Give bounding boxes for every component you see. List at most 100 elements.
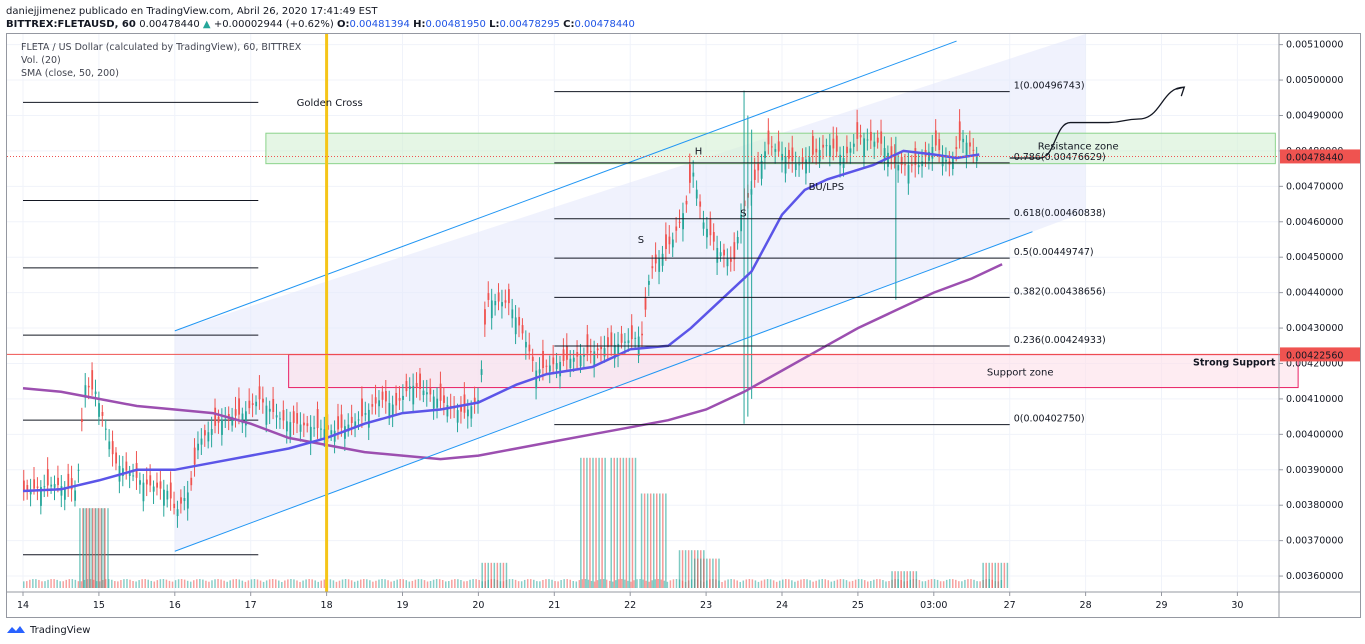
volume-bar (812, 581, 814, 588)
chart-canvas[interactable]: 1(0.00496743) 0.786(0.00476629) 0.618(0.00… (7, 34, 1360, 617)
volume-legend[interactable]: Vol. (20) (21, 55, 61, 66)
volume-bar (1000, 562, 1003, 588)
volume-bar (26, 581, 28, 588)
sma-legend[interactable]: SMA (close, 50, 200) (21, 68, 119, 79)
footer: TradingView (6, 624, 90, 636)
candle-body (395, 392, 398, 406)
high-value: 0.00481950 (425, 19, 486, 30)
volume-bar (59, 581, 61, 588)
candle-body (709, 219, 712, 236)
volume-bar (180, 579, 183, 588)
time-axis-label: 16 (169, 600, 181, 611)
candle-body (67, 473, 70, 489)
volume-bar (460, 579, 462, 588)
chart-frame[interactable]: 1(0.00496743) 0.786(0.00476629) 0.618(0.00… (6, 33, 1361, 618)
candle-body (104, 428, 107, 430)
candle-body (545, 365, 548, 367)
volume-bar (463, 581, 465, 588)
candle-body (408, 386, 411, 389)
candle-body (460, 405, 462, 412)
candle-body (897, 165, 900, 171)
volume-bar (417, 579, 420, 588)
symbol-name[interactable]: BITTREX:FLETAUSD, 60 (6, 19, 136, 30)
candle-body (91, 370, 94, 390)
volume-bar (733, 579, 735, 588)
volume-bar (88, 508, 90, 588)
volume-bar (103, 508, 105, 588)
volume-bar (98, 508, 100, 588)
candle-body (706, 228, 708, 238)
price-tag (1280, 347, 1360, 362)
volume-bar (196, 579, 198, 588)
candle-body (40, 487, 42, 506)
candle-body (296, 413, 299, 424)
candle-body (299, 424, 302, 432)
candle-body (788, 149, 790, 159)
volume-bar (912, 571, 915, 588)
candle-body (613, 344, 616, 359)
candle-body (354, 421, 357, 429)
volume-bar (724, 580, 726, 588)
volume-bar (800, 579, 802, 588)
fib-level-label: 0.236(0.00424933) (1014, 335, 1106, 346)
candle-body (596, 348, 599, 351)
volume-bar (308, 579, 310, 588)
candle-body (398, 397, 401, 401)
volume-bar (794, 581, 796, 588)
candle-body (231, 416, 234, 426)
time-axis-label: 30 (1231, 600, 1243, 611)
volume-bar (438, 579, 441, 588)
candle-body (122, 468, 124, 477)
volume-bar (305, 579, 307, 588)
candle-body (347, 424, 350, 432)
candle-body (658, 258, 661, 272)
candle-body (33, 479, 36, 489)
volume-bar (610, 457, 612, 588)
volume-bar (542, 579, 544, 588)
candle-body (900, 156, 903, 166)
volume-bar (95, 508, 97, 588)
candle-body (740, 214, 743, 232)
volume-bar (675, 579, 678, 588)
volume-bar (265, 580, 268, 588)
time-axis-label: 25 (852, 600, 864, 611)
candle-body (490, 300, 493, 319)
fib-level-label: 1(0.00496743) (1014, 81, 1085, 92)
volume-bar (982, 562, 984, 588)
candle-body (57, 477, 59, 486)
candle-body (839, 154, 842, 166)
price-axis-label: 0.00400000 (1286, 429, 1343, 440)
tradingview-logo-icon[interactable] (6, 624, 26, 636)
time-axis-label: 29 (1155, 600, 1167, 611)
candle-body (914, 148, 917, 166)
candle-body (381, 391, 384, 400)
volume-bar (593, 581, 596, 588)
volume-bar (991, 562, 993, 588)
candle-body (248, 400, 251, 409)
volume-bar (250, 579, 253, 588)
candle-body (589, 351, 592, 353)
volume-bar (253, 579, 256, 588)
price-axis-label: 0.00460000 (1286, 217, 1343, 228)
volume-bar (408, 581, 411, 588)
volume-bar (101, 579, 104, 588)
candle-body (617, 343, 620, 356)
candle-body (63, 487, 66, 500)
candle-body (303, 422, 305, 426)
volume-bar (595, 457, 597, 588)
volume-bar (490, 562, 493, 588)
volume-bar (633, 580, 635, 588)
volume-bar (867, 581, 869, 588)
volume-bar (748, 579, 751, 588)
footer-brand[interactable]: TradingView (30, 624, 91, 636)
volume-bar (214, 579, 216, 588)
volume-bar (366, 579, 368, 588)
volume-bar (827, 580, 830, 588)
series-legend-title[interactable]: FLETA / US Dollar (calculated by Trading… (21, 42, 302, 53)
volume-bar (244, 581, 247, 588)
volume-bar (915, 571, 918, 588)
candle-body (415, 382, 418, 388)
candle-body (234, 409, 237, 416)
volume-bar (94, 508, 96, 588)
candle-body (81, 418, 83, 422)
